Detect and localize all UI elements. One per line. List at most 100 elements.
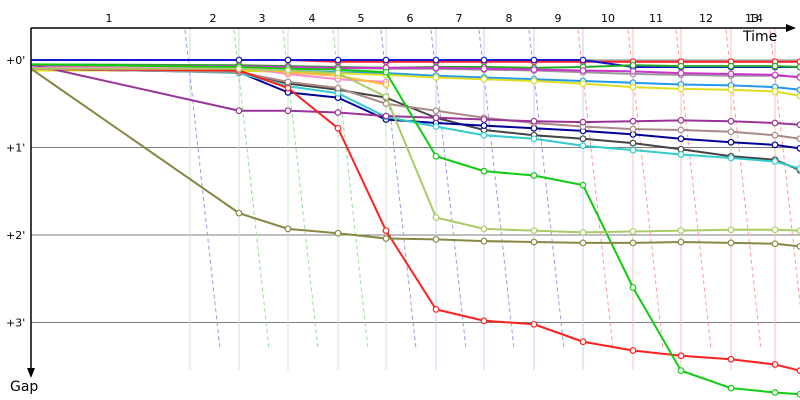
x-tick-label: 5 — [358, 12, 365, 25]
data-point — [432, 114, 440, 122]
y-axis-label: Gap — [10, 379, 38, 395]
data-point — [771, 131, 779, 139]
y-tick-label: +1' — [6, 142, 25, 155]
data-point — [727, 226, 735, 234]
data-point — [677, 85, 685, 93]
data-point — [677, 62, 685, 70]
data-point — [677, 126, 685, 134]
data-point — [727, 117, 735, 125]
series-line — [30, 66, 800, 170]
x-tick-label: 1 — [106, 12, 113, 25]
data-point — [284, 107, 292, 115]
data-point — [432, 107, 440, 115]
data-point — [727, 138, 735, 146]
data-point — [579, 56, 587, 64]
data-point — [771, 71, 779, 79]
data-point — [579, 239, 587, 247]
x-tick-label: 8 — [506, 12, 513, 25]
data-point — [480, 167, 488, 175]
lap-guide-line — [528, 29, 565, 349]
data-point — [796, 58, 800, 66]
lap-guide-line — [769, 29, 800, 308]
data-point — [480, 237, 488, 245]
data-point — [432, 214, 440, 221]
data-point — [771, 158, 779, 165]
data-point — [235, 65, 243, 73]
series-line — [30, 63, 800, 126]
data-point — [480, 122, 488, 130]
data-point — [771, 88, 779, 95]
data-point — [727, 384, 735, 392]
axes: Time Gap — [10, 24, 796, 395]
data-point — [382, 93, 390, 101]
x-tick-label: 12 — [699, 12, 713, 25]
data-point — [480, 131, 488, 139]
x-tick-label: 4 — [309, 12, 316, 25]
series-line — [30, 67, 800, 248]
data-point — [796, 367, 800, 375]
data-point — [629, 284, 637, 291]
data-point — [677, 227, 685, 235]
data-point — [334, 229, 342, 237]
x-axis-label: Time — [742, 29, 777, 45]
data-point — [796, 74, 800, 81]
data-point — [432, 152, 440, 160]
data-point — [796, 92, 800, 100]
data-point — [530, 172, 538, 179]
data-point — [677, 69, 685, 77]
lap-guide-line — [675, 29, 712, 349]
data-point — [284, 56, 292, 64]
data-point — [796, 63, 800, 71]
data-point — [432, 64, 440, 72]
lap-guide-line — [380, 29, 417, 349]
data-point — [432, 123, 440, 130]
data-point — [480, 317, 488, 325]
data-point — [235, 209, 243, 217]
data-point — [727, 239, 735, 247]
data-point — [530, 238, 538, 246]
lap-guide-line — [184, 29, 221, 349]
data-point — [382, 235, 390, 242]
data-point — [629, 239, 637, 247]
lap-guide-line — [478, 29, 515, 349]
data-point — [771, 141, 779, 149]
y-tick-label: +3' — [6, 317, 25, 330]
data-point — [284, 225, 292, 233]
data-point — [334, 84, 342, 92]
series-group — [30, 56, 800, 398]
series-line — [30, 64, 800, 79]
data-point — [796, 86, 800, 94]
lap-guide-line — [332, 29, 369, 349]
data-point — [334, 124, 342, 132]
data-point — [677, 151, 685, 158]
data-point — [579, 181, 587, 189]
data-point — [727, 86, 735, 94]
series-line — [30, 67, 800, 91]
data-point — [382, 112, 390, 120]
lap-guides — [184, 29, 800, 349]
series-line — [30, 67, 800, 372]
x-tick-label: 7 — [456, 12, 463, 25]
data-point — [579, 135, 587, 143]
data-point — [629, 117, 637, 125]
data-point — [727, 62, 735, 70]
data-point — [677, 367, 685, 375]
data-point — [727, 154, 735, 162]
data-point — [771, 119, 779, 127]
data-point — [530, 66, 538, 74]
x-tick-label: 14 — [749, 12, 763, 25]
x-axis-arrow-icon — [786, 24, 796, 32]
lap-guide-line — [725, 29, 762, 349]
data-point — [629, 67, 637, 75]
data-point — [432, 56, 440, 64]
data-point — [629, 146, 637, 154]
data-point — [530, 77, 538, 85]
data-point — [796, 390, 800, 398]
data-point — [629, 228, 637, 235]
series-line — [30, 67, 800, 140]
data-point — [629, 347, 637, 354]
y-tick-label: +2' — [6, 229, 25, 242]
data-point — [796, 242, 800, 250]
data-point — [796, 135, 800, 143]
data-point — [284, 78, 292, 86]
